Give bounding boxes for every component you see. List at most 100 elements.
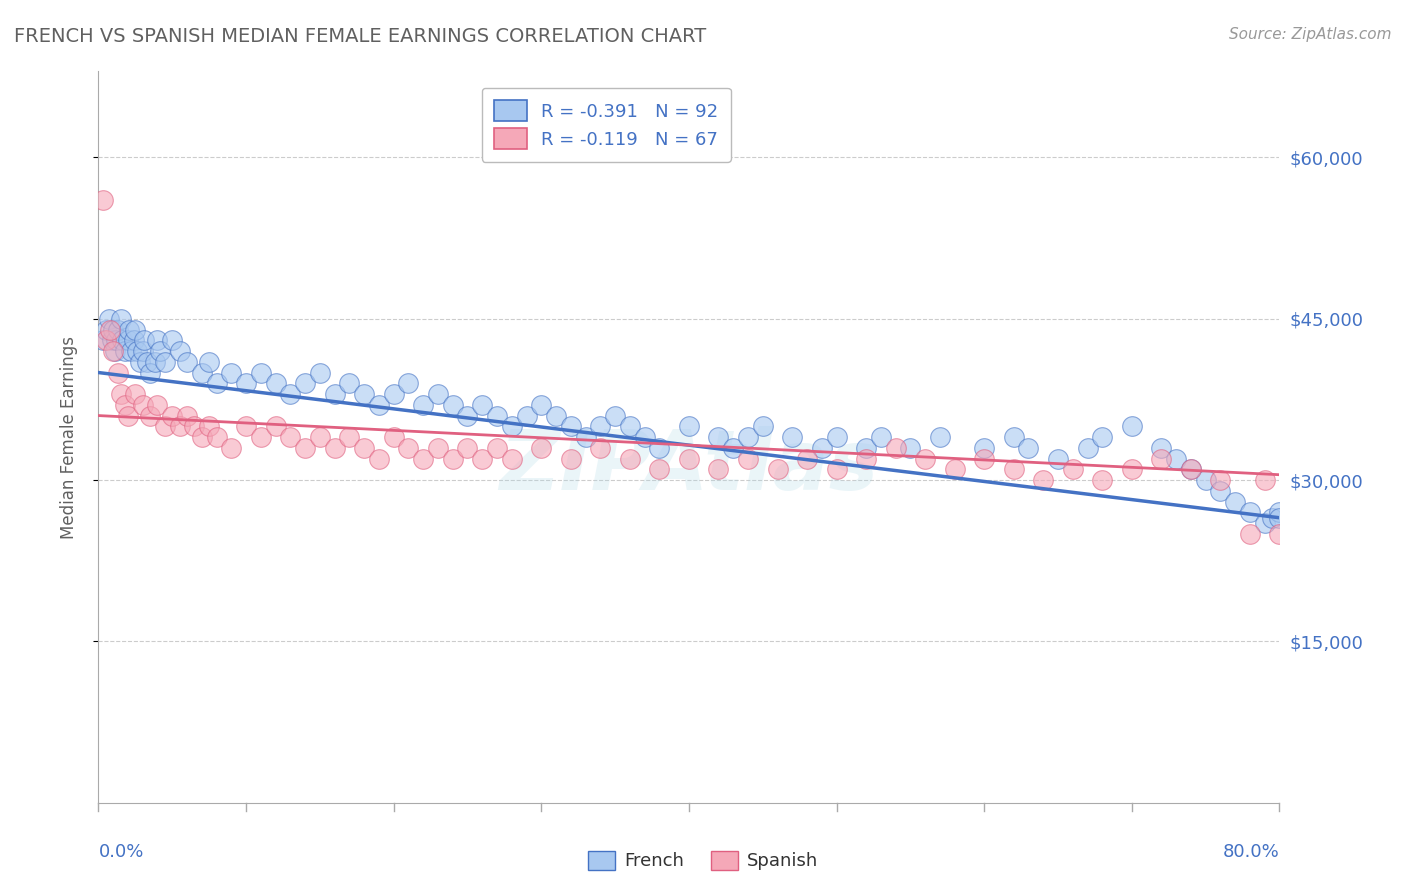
Point — [707, 462, 730, 476]
Point — [294, 441, 316, 455]
Point — [1150, 441, 1173, 455]
Point — [825, 462, 848, 476]
Point — [143, 355, 166, 369]
Point — [117, 333, 139, 347]
Point — [427, 387, 450, 401]
Point — [412, 451, 434, 466]
Point — [396, 441, 419, 455]
Point — [1002, 430, 1025, 444]
Point — [107, 366, 129, 380]
Point — [132, 398, 155, 412]
Legend: French, Spanish: French, Spanish — [581, 844, 825, 878]
Point — [648, 462, 671, 476]
Point — [107, 322, 129, 336]
Point — [678, 419, 700, 434]
Point — [810, 441, 832, 455]
Text: 0.0%: 0.0% — [98, 843, 143, 861]
Point — [149, 344, 172, 359]
Point — [973, 441, 995, 455]
Point — [441, 398, 464, 412]
Point — [501, 451, 523, 466]
Text: 80.0%: 80.0% — [1223, 843, 1279, 861]
Point — [619, 451, 641, 466]
Point — [103, 344, 125, 359]
Point — [198, 355, 221, 369]
Point — [486, 409, 509, 423]
Point — [1254, 516, 1277, 530]
Point — [205, 376, 228, 391]
Point — [516, 409, 538, 423]
Point — [1254, 473, 1277, 487]
Point — [869, 430, 891, 444]
Point — [1239, 527, 1261, 541]
Point — [264, 376, 287, 391]
Point — [235, 419, 257, 434]
Legend: R = -0.391   N = 92, R = -0.119   N = 67: R = -0.391 N = 92, R = -0.119 N = 67 — [482, 87, 731, 162]
Point — [471, 451, 494, 466]
Point — [1062, 462, 1084, 476]
Point — [1261, 510, 1284, 524]
Point — [91, 194, 114, 208]
Point — [120, 344, 142, 359]
Point — [1180, 462, 1202, 476]
Point — [973, 451, 995, 466]
Point — [176, 355, 198, 369]
Point — [132, 344, 155, 359]
Point — [560, 419, 582, 434]
Point — [1150, 451, 1173, 466]
Point — [1268, 527, 1291, 541]
Point — [456, 441, 478, 455]
Point — [146, 333, 169, 347]
Point — [339, 376, 360, 391]
Point — [368, 398, 391, 412]
Point — [235, 376, 257, 391]
Point — [368, 451, 391, 466]
Point — [153, 419, 176, 434]
Point — [678, 451, 700, 466]
Point — [264, 419, 287, 434]
Point — [139, 409, 162, 423]
Point — [105, 333, 128, 347]
Point — [456, 409, 478, 423]
Point — [97, 311, 120, 326]
Point — [117, 409, 139, 423]
Point — [176, 409, 198, 423]
Point — [103, 322, 125, 336]
Point — [648, 441, 671, 455]
Point — [589, 419, 612, 434]
Point — [486, 441, 509, 455]
Point — [125, 344, 148, 359]
Point — [382, 430, 405, 444]
Point — [309, 430, 332, 444]
Point — [737, 430, 759, 444]
Point — [501, 419, 523, 434]
Point — [751, 419, 773, 434]
Point — [278, 430, 302, 444]
Point — [100, 333, 122, 347]
Point — [782, 430, 804, 444]
Point — [191, 430, 214, 444]
Point — [589, 441, 612, 455]
Point — [605, 409, 627, 423]
Point — [943, 462, 966, 476]
Point — [884, 441, 907, 455]
Point — [153, 355, 176, 369]
Point — [110, 311, 132, 326]
Point — [134, 333, 156, 347]
Point — [1223, 494, 1246, 508]
Point — [114, 344, 136, 359]
Point — [1164, 451, 1187, 466]
Point — [574, 430, 596, 444]
Point — [221, 441, 243, 455]
Point — [323, 441, 346, 455]
Point — [111, 333, 134, 347]
Y-axis label: Median Female Earnings: Median Female Earnings — [59, 335, 77, 539]
Point — [855, 451, 877, 466]
Point — [396, 376, 419, 391]
Point — [441, 451, 464, 466]
Point — [183, 419, 205, 434]
Point — [1091, 430, 1114, 444]
Point — [723, 441, 745, 455]
Point — [1268, 505, 1291, 519]
Point — [1017, 441, 1039, 455]
